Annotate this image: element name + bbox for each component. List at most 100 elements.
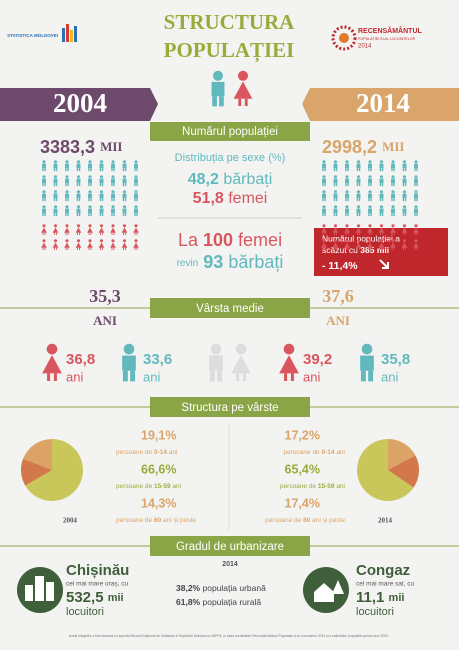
icon-tree bbox=[332, 580, 344, 594]
icon-body bbox=[368, 178, 372, 184]
icon-body bbox=[379, 193, 384, 199]
icon-leg bbox=[405, 247, 406, 250]
icon-head bbox=[88, 175, 92, 179]
icon-body bbox=[65, 193, 69, 199]
icon-leg bbox=[335, 183, 338, 187]
icon-dress bbox=[231, 355, 251, 374]
icon-dress bbox=[321, 242, 327, 248]
icon-leg bbox=[402, 183, 405, 187]
ratio-number: 100 bbox=[203, 230, 233, 250]
icon-leg bbox=[124, 183, 127, 187]
icon-leg bbox=[345, 168, 347, 172]
male-icon bbox=[345, 205, 349, 217]
male-icon bbox=[402, 160, 407, 172]
female-icon bbox=[41, 239, 47, 250]
icon-leg bbox=[381, 183, 384, 187]
icon-leg bbox=[219, 96, 224, 107]
age-group-part: ani bbox=[336, 483, 345, 490]
icon-head bbox=[356, 190, 361, 194]
icon-leg bbox=[54, 247, 55, 250]
icon-head bbox=[333, 190, 338, 194]
icon-head bbox=[322, 239, 326, 243]
icon-body bbox=[111, 208, 115, 214]
logo-right: RECENSĂMÂNTUL POPULAȚIEI ȘI AL LOCUINȚEL… bbox=[331, 25, 423, 51]
icon-head bbox=[134, 205, 138, 209]
icon-leg bbox=[345, 232, 347, 235]
banner-text: Numărul populației bbox=[182, 126, 278, 138]
icon-leg bbox=[122, 213, 125, 217]
icon-body bbox=[356, 163, 361, 169]
icon-body bbox=[391, 208, 395, 214]
pie-slice bbox=[357, 439, 414, 501]
male-icon bbox=[76, 175, 81, 187]
village-name: Congaz bbox=[356, 562, 410, 579]
icon-leg bbox=[111, 183, 113, 187]
icon-dress bbox=[367, 242, 373, 248]
pie-slice bbox=[388, 438, 416, 470]
icon-head bbox=[122, 175, 127, 179]
icon-dress bbox=[133, 227, 139, 233]
male-icon bbox=[333, 190, 338, 202]
icon-body bbox=[211, 81, 225, 97]
icon-head bbox=[46, 343, 58, 355]
decline-box bbox=[314, 228, 448, 276]
age-value: 36,8 bbox=[66, 351, 95, 368]
icon-body bbox=[322, 208, 326, 214]
icon-head bbox=[123, 343, 135, 355]
icon-building bbox=[35, 576, 44, 601]
population-value: 3383,3 bbox=[40, 137, 95, 157]
icon-dress bbox=[52, 227, 59, 233]
icon-body bbox=[76, 163, 81, 169]
female-icon bbox=[279, 343, 299, 381]
icon-leg bbox=[53, 198, 56, 202]
icon-leg bbox=[368, 232, 370, 235]
village-label: locuitori bbox=[356, 606, 394, 618]
icon-leg bbox=[99, 168, 102, 172]
icon-leg bbox=[370, 247, 372, 250]
icon-head bbox=[414, 190, 418, 194]
age-group-value: 66,6% bbox=[141, 462, 176, 476]
icon-leg bbox=[391, 168, 393, 172]
male-icon bbox=[379, 190, 384, 202]
age-right-unit: ANI bbox=[326, 313, 350, 328]
rural-value: 61,8% bbox=[176, 597, 201, 607]
icon-leg bbox=[67, 168, 69, 172]
icon-leg bbox=[76, 198, 79, 202]
male-icon bbox=[53, 205, 58, 217]
logo-left-text: STATISTICA MOLDOVEI bbox=[7, 33, 58, 38]
icon-leg bbox=[122, 198, 125, 202]
icon-head bbox=[53, 205, 58, 209]
icon-dress bbox=[98, 227, 105, 233]
icon-head bbox=[391, 190, 395, 194]
icon-leg bbox=[322, 198, 324, 202]
logo-bar bbox=[74, 26, 77, 42]
icon-leg bbox=[236, 373, 240, 381]
icon-leg bbox=[101, 213, 104, 217]
urban-value: 38,2% bbox=[176, 583, 201, 593]
icon-leg bbox=[333, 183, 336, 187]
icon-head bbox=[379, 224, 384, 228]
icon-dress bbox=[413, 227, 419, 233]
male-icon bbox=[65, 175, 69, 187]
icon-body bbox=[356, 178, 361, 184]
icon-leg bbox=[130, 370, 136, 382]
icon-body bbox=[402, 208, 407, 214]
icon-head bbox=[333, 239, 338, 243]
icon-leg bbox=[42, 247, 44, 250]
female-icon bbox=[98, 239, 105, 250]
icon-body bbox=[391, 193, 395, 199]
pie-slice bbox=[23, 438, 52, 470]
icon-leg bbox=[56, 247, 57, 250]
rural-share: 61,8% populația rurală bbox=[176, 597, 261, 607]
icon-leg bbox=[403, 247, 404, 250]
icon-body bbox=[391, 163, 395, 169]
icon-dress bbox=[413, 242, 419, 248]
icon-leg bbox=[88, 247, 90, 250]
female-icon bbox=[390, 224, 396, 235]
icon-leg bbox=[391, 247, 393, 250]
age-left-value: 35,3 bbox=[89, 286, 121, 306]
icon-leg bbox=[322, 213, 324, 217]
icon-leg bbox=[53, 183, 56, 187]
icon-leg bbox=[381, 213, 384, 217]
